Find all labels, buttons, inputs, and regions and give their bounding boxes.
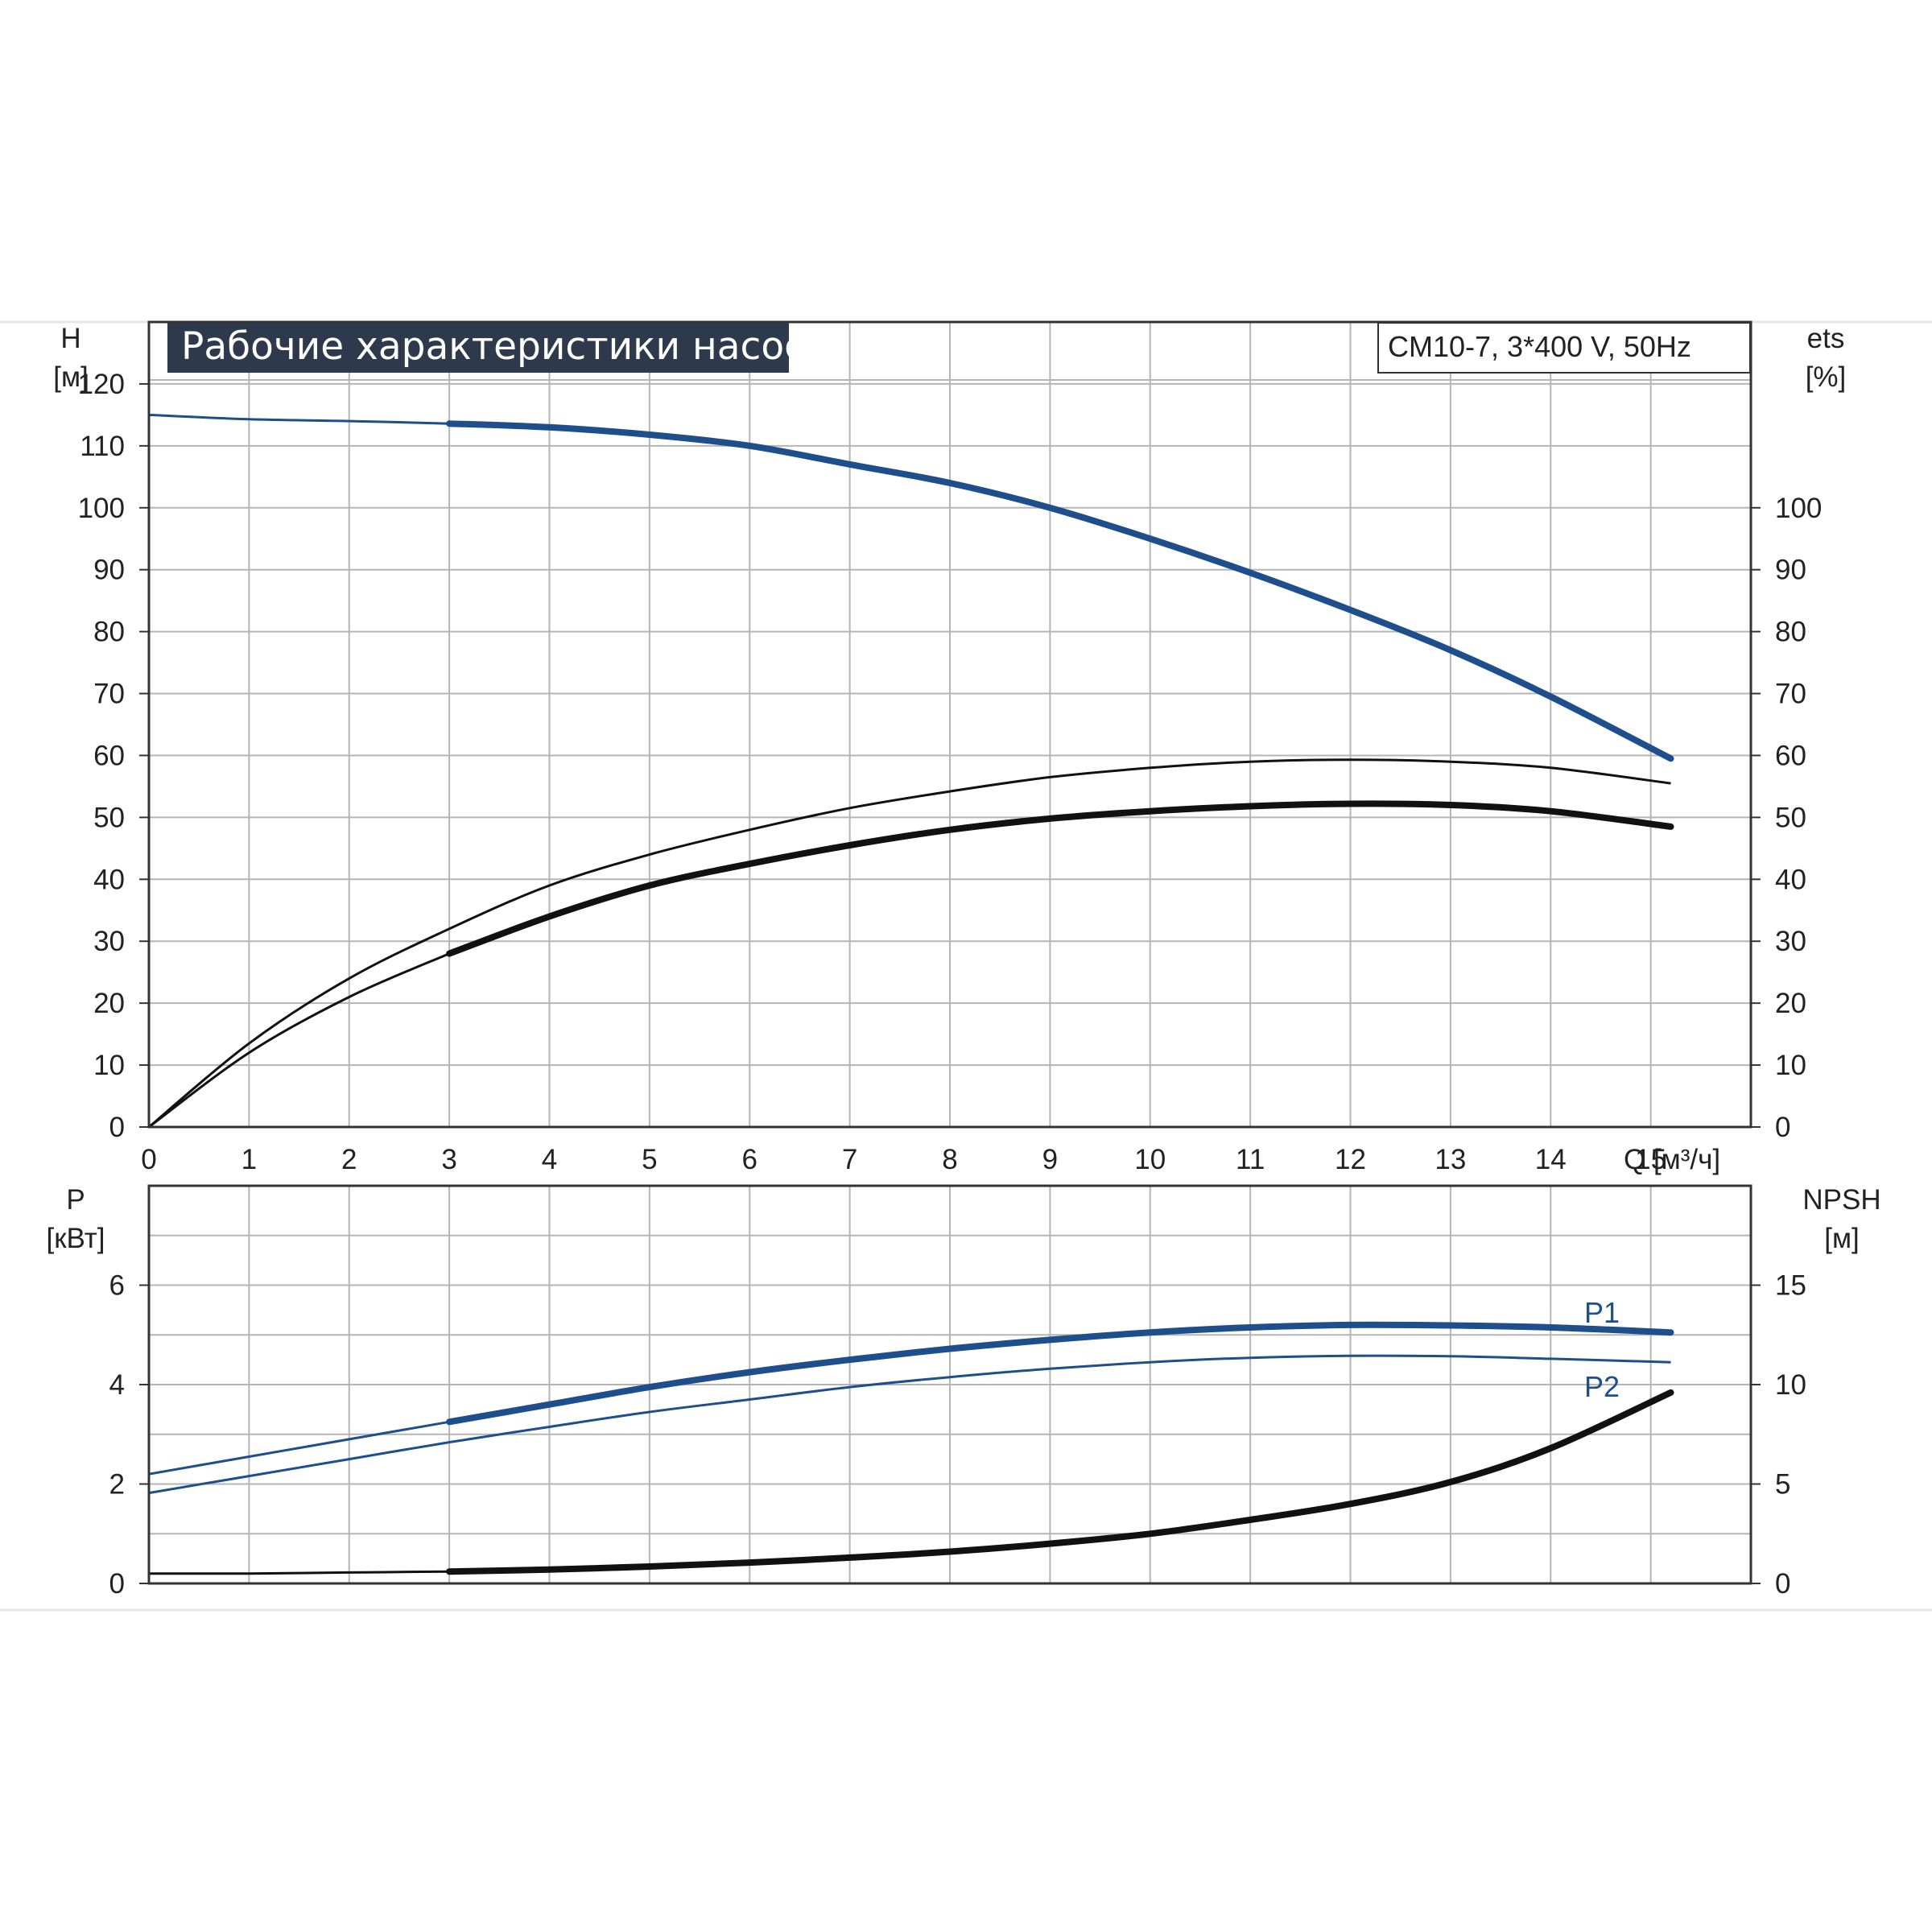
top-plot-frame — [147, 320, 1752, 1129]
y-right-tick-label: 40 — [1775, 864, 1806, 895]
series-label-p1: P1 — [1584, 1296, 1620, 1329]
bottom-series-0-line — [446, 1321, 1674, 1426]
x-axis-label: Q [м³/ч] — [1624, 1144, 1720, 1175]
y-right-label-top: ets — [1807, 323, 1845, 354]
y-right-tick-label: 80 — [1775, 617, 1806, 648]
y-left-tick-label: 80 — [93, 617, 125, 648]
bottom-plot-frame — [147, 1184, 1752, 1585]
bottom-series-2-extrapolated — [148, 1570, 450, 1575]
x-tick-label: 13 — [1435, 1144, 1466, 1175]
y-left-tick-label: 4 — [109, 1369, 125, 1401]
y-left-label-top: H — [60, 323, 80, 354]
top-series-0-line — [446, 420, 1674, 762]
top-plot-curves — [148, 413, 1674, 1129]
x-tick-label: 8 — [942, 1144, 957, 1175]
y-left-unit-top: [м] — [53, 361, 89, 393]
y-right-tick-label: 20 — [1775, 988, 1806, 1019]
x-tick-label: 1 — [242, 1144, 257, 1175]
y-left-tick-label: 50 — [93, 802, 125, 833]
bottom-plot-grid — [149, 1186, 1751, 1583]
y-left-tick-label: 20 — [93, 988, 125, 1019]
y-left-tick-label: 6 — [109, 1270, 125, 1302]
x-tick-label: 7 — [842, 1144, 857, 1175]
bottom-plot-curves — [148, 1321, 1674, 1575]
x-tick-label: 12 — [1335, 1144, 1366, 1175]
y-left-unit-bottom: [кВт] — [47, 1223, 105, 1254]
y-left-tick-label: 2 — [109, 1469, 125, 1501]
x-tick-label: 14 — [1535, 1144, 1567, 1175]
y-right-unit-bottom: [м] — [1824, 1223, 1860, 1254]
top-series-0-extrapolated — [148, 413, 450, 425]
bottom-series-1-line — [148, 1354, 1671, 1495]
y-left-label-bottom: P — [66, 1184, 85, 1216]
y-right-tick-label: 70 — [1775, 679, 1806, 710]
y-left-tick-label: 0 — [109, 1112, 125, 1143]
y-right-tick-label: 5 — [1775, 1469, 1790, 1501]
y-right-tick-label: 10 — [1775, 1369, 1806, 1401]
y-right-label-bottom: NPSH — [1802, 1184, 1880, 1216]
model-label: CM10-7, 3*400 V, 50Hz — [1388, 330, 1691, 363]
series-label-p2: P2 — [1584, 1370, 1620, 1403]
y-left-tick-label: 40 — [93, 864, 125, 895]
x-tick-label: 3 — [441, 1144, 456, 1175]
x-tick-label: 6 — [742, 1144, 758, 1175]
y-right-tick-label: 90 — [1775, 555, 1806, 586]
x-tick-label: 15 — [1635, 1144, 1666, 1175]
y-left-tick-label: 100 — [78, 493, 125, 524]
y-right-tick-label: 10 — [1775, 1050, 1806, 1081]
bottom-series-0-extrapolated — [148, 1420, 450, 1476]
y-left-tick-label: 110 — [80, 431, 125, 462]
y-right-tick-label: 0 — [1775, 1112, 1790, 1143]
y-right-unit-top: [%] — [1806, 361, 1847, 393]
x-tick-label: 11 — [1236, 1144, 1265, 1175]
model-box — [1377, 322, 1751, 374]
y-left-tick-label: 90 — [93, 555, 125, 586]
x-tick-label: 10 — [1134, 1144, 1166, 1175]
top-series-2-line — [446, 800, 1674, 957]
x-tick-label: 4 — [542, 1144, 557, 1175]
y-left-tick-label: 0 — [109, 1568, 125, 1600]
x-tick-label: 9 — [1042, 1144, 1058, 1175]
y-right-tick-label: 15 — [1775, 1270, 1806, 1302]
y-left-tick-label: 60 — [93, 740, 125, 771]
y-right-tick-label: 30 — [1775, 926, 1806, 957]
y-right-tick-label: 50 — [1775, 802, 1806, 833]
y-left-tick-label: 120 — [78, 369, 125, 400]
y-right-tick-label: 0 — [1775, 1568, 1790, 1600]
top-series-1-line — [148, 758, 1671, 1129]
x-tick-label: 5 — [642, 1144, 657, 1175]
x-tick-label: 2 — [341, 1144, 357, 1175]
y-right-tick-label: 60 — [1775, 740, 1806, 771]
y-left-tick-label: 70 — [93, 679, 125, 710]
top-series-2-extrapolated — [148, 952, 450, 1129]
y-right-tick-label: 100 — [1775, 493, 1822, 524]
title-box — [167, 323, 789, 373]
bottom-series-2-line — [446, 1389, 1674, 1575]
y-left-tick-label: 10 — [93, 1050, 125, 1081]
axis-ticks: 0 1 2 3 4 5 6 7 8 9 10 11 12 13 14 15010203040506070809… — [78, 369, 1823, 1600]
x-tick-label: 0 — [141, 1144, 156, 1175]
chart-title: Рабочие характеристики насоса — [181, 324, 828, 369]
top-plot-grid — [149, 322, 1751, 1127]
y-left-tick-label: 30 — [93, 926, 125, 957]
